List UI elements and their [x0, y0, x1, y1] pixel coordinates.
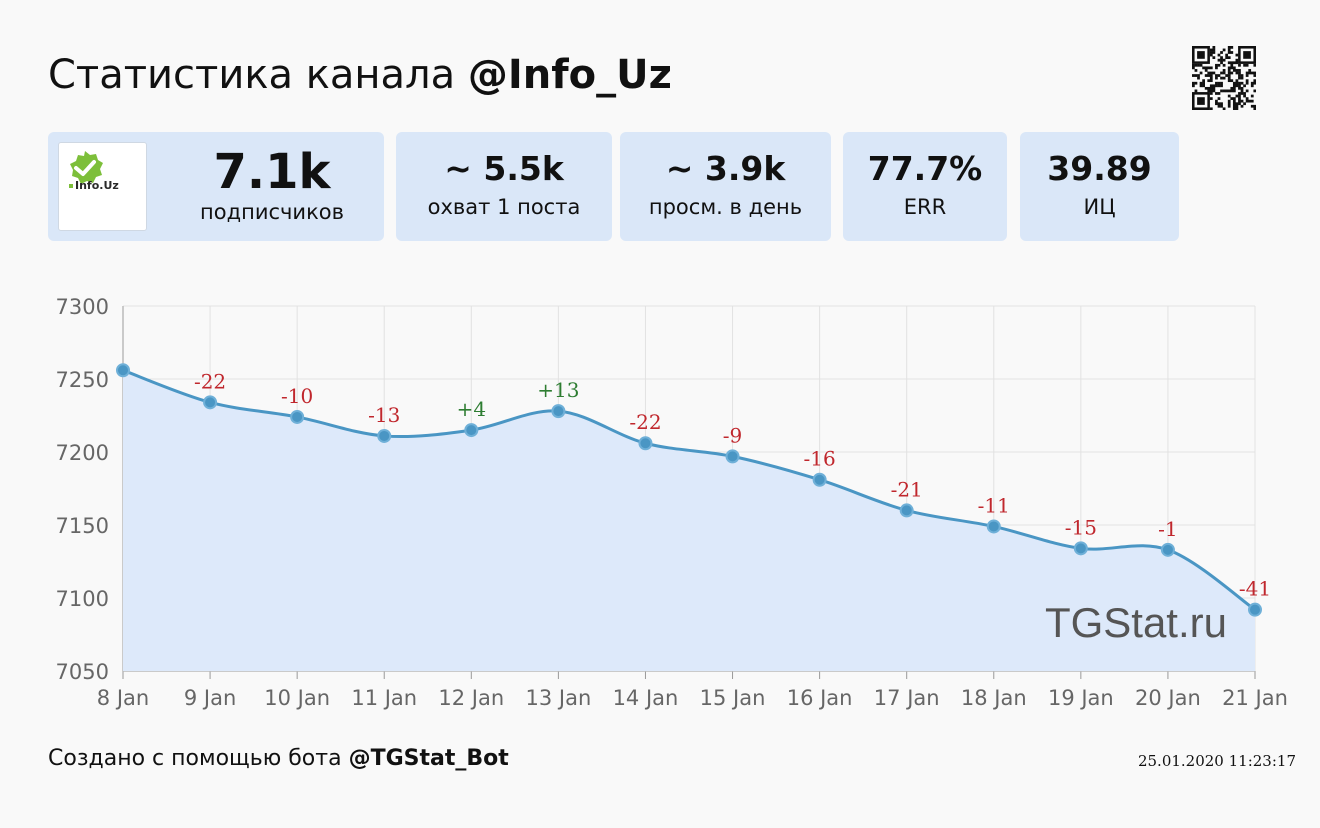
data-point — [1160, 542, 1175, 557]
x-tick-label: 21 Jan — [1222, 686, 1288, 710]
x-tick-label: 17 Jan — [874, 686, 940, 710]
page-title: Статистика канала @Info_Uz — [48, 52, 672, 98]
data-point — [551, 404, 566, 419]
stat-card-citation-index: 39.89 ИЦ — [1020, 132, 1179, 241]
subscribers-label: подписчиков — [200, 200, 344, 224]
x-tick-label: 8 Jan — [97, 686, 149, 710]
stat-card-err: 77.7% ERR — [843, 132, 1007, 241]
data-point — [986, 519, 1001, 534]
y-tick-label: 7100 — [56, 587, 109, 611]
reach-value: ~ 5.5k — [444, 149, 564, 188]
x-tick-label: 11 Jan — [351, 686, 417, 710]
channel-avatar: Info.Uz — [58, 142, 147, 231]
data-point — [464, 423, 479, 438]
qr-code-icon — [1192, 46, 1256, 110]
subscribers-value: 7.1k — [213, 144, 331, 200]
data-label: +4 — [457, 397, 486, 421]
data-label: -21 — [891, 477, 923, 501]
data-point — [377, 428, 392, 443]
data-point — [290, 409, 305, 424]
x-tick-label: 20 Jan — [1135, 686, 1201, 710]
y-tick-label: 7050 — [56, 660, 109, 684]
data-label: -41 — [1239, 577, 1271, 601]
x-tick-label: 10 Jan — [264, 686, 330, 710]
data-label: -10 — [281, 384, 313, 408]
x-tick-label: 14 Jan — [613, 686, 679, 710]
data-label: -11 — [978, 493, 1010, 517]
data-label: -1 — [1158, 517, 1177, 541]
daily-views-label: просм. в день — [648, 195, 803, 219]
data-point — [725, 449, 740, 464]
x-tick-label: 19 Jan — [1048, 686, 1114, 710]
citation-index-value: 39.89 — [1047, 149, 1152, 188]
citation-index-label: ИЦ — [1083, 195, 1116, 219]
channel-name[interactable]: @Info_Uz — [467, 52, 672, 98]
y-tick-label: 7200 — [56, 441, 109, 465]
check-icon — [74, 160, 96, 176]
y-tick-label: 7250 — [56, 368, 109, 392]
data-point — [899, 503, 914, 518]
reach-label: охват 1 поста — [427, 195, 581, 219]
data-label: -15 — [1065, 515, 1097, 539]
data-point — [812, 472, 827, 487]
x-tick-label: 18 Jan — [961, 686, 1027, 710]
bot-link[interactable]: @TGStat_Bot — [348, 746, 509, 771]
data-label: -16 — [804, 447, 836, 471]
data-label: +13 — [537, 378, 579, 402]
x-tick-label: 16 Jan — [787, 686, 853, 710]
data-label: -22 — [629, 410, 661, 434]
x-tick-label: 15 Jan — [700, 686, 766, 710]
watermark: TGStat.ru — [1045, 599, 1227, 646]
logo-text: Info.Uz — [75, 179, 119, 192]
data-label: -13 — [368, 403, 400, 427]
timestamp: 25.01.2020 11:23:17 — [1137, 752, 1296, 770]
stat-card-reach: ~ 5.5k охват 1 поста — [396, 132, 612, 241]
data-point — [1248, 602, 1262, 617]
err-label: ERR — [903, 195, 947, 219]
footer-credit: Создано с помощью бота @TGStat_Bot — [48, 746, 509, 771]
series-area — [123, 370, 1255, 671]
data-label: -9 — [723, 423, 742, 447]
data-point — [638, 436, 653, 451]
stat-card-daily-views: ~ 3.9k просм. в день — [620, 132, 831, 241]
x-tick-label: 9 Jan — [184, 686, 236, 710]
x-tick-label: 12 Jan — [438, 686, 504, 710]
subscribers-chart: 7300 7250 7200 7150 7100 7050 8 Jan 9 Jan 10 Jan… — [0, 280, 1320, 720]
stat-card-subscribers: Info.Uz 7.1k подписчиков — [48, 132, 384, 241]
y-tick-label: 7300 — [56, 295, 109, 319]
data-point — [203, 395, 218, 410]
err-value: 77.7% — [867, 149, 983, 188]
daily-views-value: ~ 3.9k — [665, 149, 786, 188]
data-point — [1073, 541, 1088, 556]
x-tick-label: 13 Jan — [525, 686, 591, 710]
data-point — [116, 363, 130, 378]
data-label: -22 — [194, 369, 226, 393]
y-tick-label: 7150 — [56, 514, 109, 538]
